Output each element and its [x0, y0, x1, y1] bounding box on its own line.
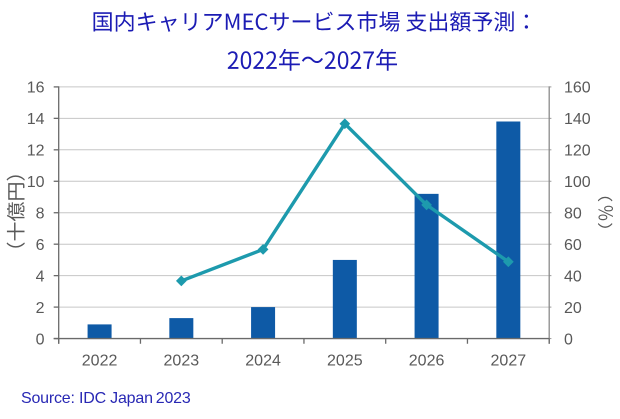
svg-text:10: 10 [27, 174, 45, 191]
svg-text:2022: 2022 [82, 353, 118, 370]
svg-text:4: 4 [36, 268, 45, 285]
svg-text:2023: 2023 [164, 353, 200, 370]
svg-text:2024: 2024 [245, 353, 281, 370]
svg-text:0: 0 [36, 331, 45, 348]
svg-text:60: 60 [564, 237, 582, 254]
svg-text:6: 6 [36, 237, 45, 254]
svg-text:14: 14 [27, 111, 45, 128]
svg-text:100: 100 [564, 174, 591, 191]
svg-text:2027: 2027 [491, 353, 527, 370]
svg-text:2025: 2025 [327, 353, 363, 370]
svg-text:20: 20 [564, 300, 582, 317]
svg-text:12: 12 [27, 143, 45, 160]
svg-text:40: 40 [564, 268, 582, 285]
svg-text:Source: IDC Japan 2023: Source: IDC Japan 2023 [21, 390, 191, 407]
svg-text:140: 140 [564, 111, 591, 128]
svg-text:2026: 2026 [409, 353, 445, 370]
svg-text:2: 2 [36, 300, 45, 317]
svg-text:16: 16 [27, 80, 45, 97]
svg-text:8: 8 [36, 205, 45, 222]
svg-text:80: 80 [564, 205, 582, 222]
svg-text:0: 0 [564, 331, 573, 348]
svg-text:160: 160 [564, 80, 591, 97]
svg-text:120: 120 [564, 143, 591, 160]
